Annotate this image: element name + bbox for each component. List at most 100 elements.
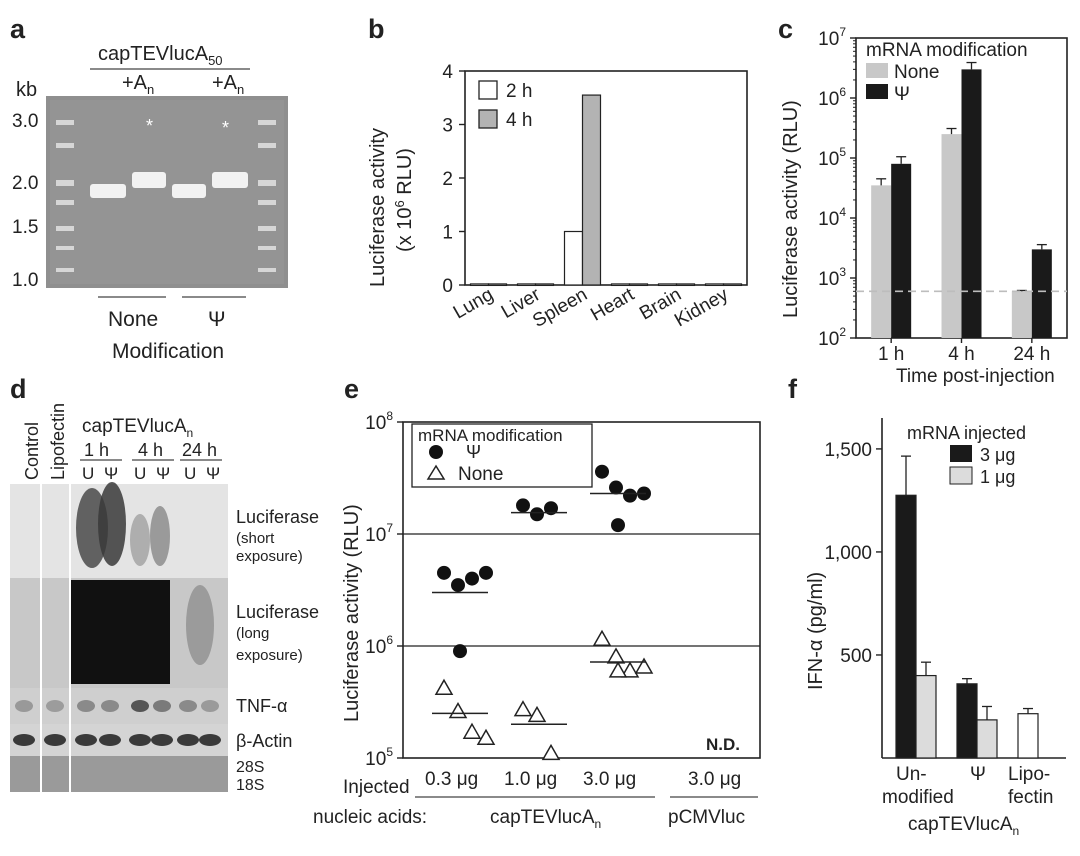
bar	[675, 283, 696, 287]
y-tick-label: 105	[818, 145, 846, 170]
panel-d-sample: capTEVlucAn	[82, 416, 193, 440]
blot-band	[130, 514, 150, 566]
y-tick-label: 4	[442, 62, 453, 83]
blot-band	[129, 734, 151, 746]
ladder-band	[56, 143, 74, 148]
y-tick-label: 2	[442, 169, 453, 190]
y-tick-label: 1,000	[824, 543, 872, 564]
cat-psi: Ψ	[970, 764, 986, 785]
data-point-none	[527, 705, 547, 723]
panel-f-legend-title: mRNA injected	[907, 423, 1026, 443]
blot-band	[15, 700, 33, 712]
panel-d: d Control Lipofectin capTEVlucAn 1 h 4 h…	[10, 374, 319, 794]
data-point-none	[448, 702, 468, 719]
bar	[487, 283, 508, 287]
injected-label-1: Injected	[343, 777, 410, 798]
blot-band	[70, 580, 170, 684]
blot-band	[98, 482, 126, 566]
panel-a-kb-tick: 3.0	[12, 111, 38, 132]
blot-band	[153, 700, 171, 712]
panel-b-ylabel-1: Luciferase activity	[367, 128, 389, 287]
data-point-psi	[516, 498, 530, 513]
panel-a-group-psi: Ψ	[208, 308, 226, 331]
ladder-band	[56, 226, 74, 231]
ladder-band	[258, 143, 276, 148]
col-control: Control	[22, 422, 42, 480]
panel-f-letter: f	[788, 374, 798, 404]
cat-unmod-1: Un-	[896, 764, 927, 785]
y-tick-label: 106	[365, 633, 393, 658]
gel-texture	[50, 100, 284, 284]
bar	[915, 674, 937, 759]
bar	[581, 94, 602, 286]
legend-label-4h: 4 h	[506, 110, 532, 131]
blot-band	[177, 734, 199, 746]
dose-label: 3.0 μg	[688, 769, 741, 790]
data-point-none	[462, 722, 482, 739]
ladder-band	[56, 268, 74, 272]
lane-psi: Ψ	[206, 464, 220, 483]
panel-a-xlabel: Modification	[112, 340, 224, 363]
y-tick-label: 108	[365, 409, 393, 434]
lane-u: U	[82, 464, 94, 483]
panel-a-lane-label-1: +An	[122, 72, 154, 97]
x-tick-label: 4 h	[948, 344, 974, 365]
bar	[628, 283, 649, 287]
data-point-psi	[453, 644, 467, 659]
ladder-band	[258, 226, 276, 231]
bar	[895, 494, 917, 759]
data-point-psi	[623, 488, 637, 503]
y-tick-label: 3	[442, 116, 453, 137]
panel-e-legend-title: mRNA modification	[418, 426, 563, 445]
data-point-none	[634, 657, 654, 674]
panel-d-letter: d	[10, 374, 27, 404]
panel-a-kb-title: kb	[16, 79, 37, 101]
blot-band	[199, 734, 221, 746]
row-luc-long-2: (long	[236, 625, 269, 642]
panel-c-y-axis: 102 103 104 105 106 107	[818, 25, 856, 350]
data-point-none	[434, 678, 454, 695]
row-luc-short-2: (short	[236, 530, 275, 547]
bar	[563, 230, 584, 286]
lane-u: U	[134, 464, 146, 483]
dose-label: 1.0 μg	[504, 769, 557, 790]
data-point-psi	[530, 507, 544, 522]
data-point-none	[608, 661, 628, 678]
row-actin: β-Actin	[236, 731, 292, 751]
bar	[976, 719, 998, 759]
y-tick-label: 103	[818, 265, 846, 290]
dose-label: 0.3 μg	[425, 769, 478, 790]
blot-band	[77, 700, 95, 712]
gel-star-1: *	[146, 116, 153, 136]
data-point-psi	[465, 571, 479, 586]
bar	[1011, 291, 1032, 338]
legend-label-1ug: 1 μg	[980, 467, 1015, 487]
data-point-psi	[544, 501, 558, 516]
bar	[961, 69, 982, 338]
ladder-band	[258, 180, 276, 186]
panel-e-nd: N.D.	[706, 735, 740, 754]
blot-rrna	[10, 756, 228, 792]
data-point-none	[541, 743, 561, 761]
panel-c-ylabel: Luciferase activity (RLU)	[780, 100, 802, 318]
panel-c-bars	[856, 61, 1067, 338]
row-luc-short-3: exposure)	[236, 548, 303, 565]
ladder-band	[258, 120, 276, 125]
legend-swatch-1ug	[949, 466, 973, 485]
legend-triangle	[426, 464, 446, 480]
ladder-band	[56, 120, 74, 125]
row-luc-long: Luciferase	[236, 602, 319, 622]
y-tick-label: 1,500	[824, 440, 872, 461]
ladder-band	[56, 200, 74, 205]
panel-e: e Luciferase activity (RLU) 105 106 107 108…	[313, 374, 761, 831]
data-point-psi	[451, 578, 465, 593]
x-tick-label: 1 h	[878, 344, 904, 365]
row-18s: 18S	[236, 777, 264, 794]
gel-band-none-polya	[132, 172, 166, 188]
panel-a-kb-tick: 1.5	[12, 217, 38, 238]
panel-b-ylabel-2: (x 106 RLU)	[392, 148, 416, 252]
ladder-band	[258, 268, 276, 272]
panel-a-kb-tick: 2.0	[12, 173, 38, 194]
ladder-right	[258, 120, 276, 272]
